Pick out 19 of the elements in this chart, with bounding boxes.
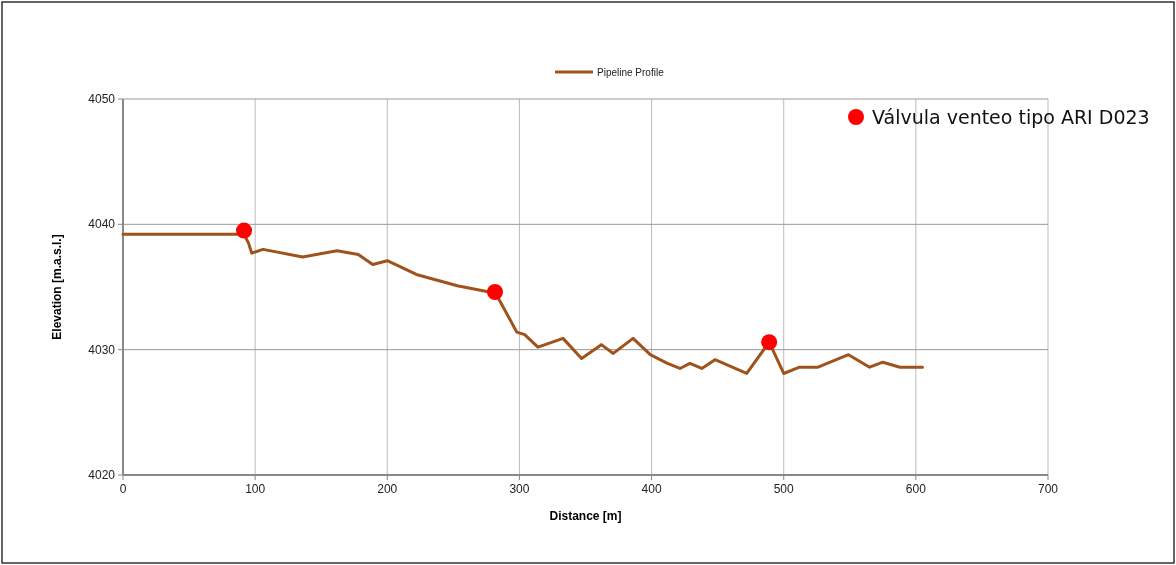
y-tick-label: 4040 (88, 217, 116, 232)
x-tick-label: 300 (509, 482, 530, 496)
point (486, 284, 503, 301)
y-tick-label: 4020 (88, 468, 116, 482)
legend-label: Válvula venteo tipo ARI D023 (872, 106, 1150, 128)
x-tick-label: 700 (1037, 482, 1059, 496)
x-axis-title: Distance [m] (549, 509, 622, 523)
x-tick-label: 400 (641, 482, 662, 496)
x-tick-label: 100 (245, 482, 266, 496)
legend-label: Pipeline Profile (597, 67, 665, 78)
x-tick-label: 200 (377, 482, 398, 496)
point (236, 222, 253, 239)
point (761, 334, 778, 351)
y-axis-title: Elevation [m.a.s.l.] (50, 234, 64, 340)
y-tick-label: 4050 (88, 92, 116, 106)
x-tick-label: 0 (119, 482, 127, 496)
x-tick-label: 500 (773, 482, 795, 496)
x-tick-label: 600 (905, 482, 927, 496)
y-tick-label: 4030 (88, 342, 116, 357)
